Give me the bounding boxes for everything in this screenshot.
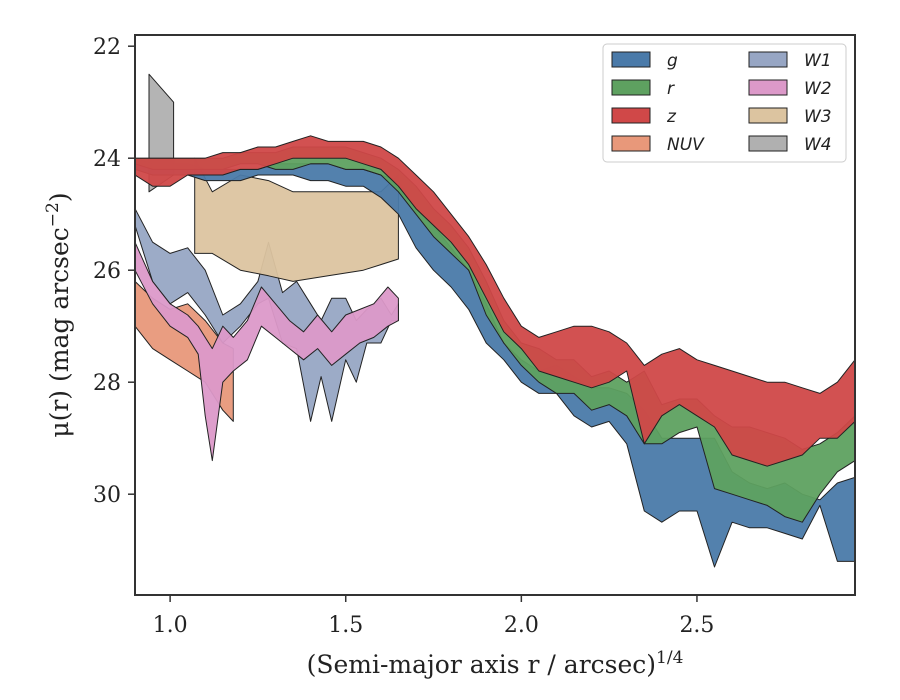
band-w2: [135, 241, 399, 462]
y-axis-label-exponent: −2: [43, 202, 63, 227]
legend-label-r: r: [667, 79, 675, 99]
x-axis-ticks: 1.0 1.5 2.0 2.5: [153, 595, 714, 638]
legend: grz NUV W1 W2 W3 W4: [602, 43, 847, 163]
y-axis-label-close: ): [45, 192, 74, 202]
x-axis-label-exponent: 1/4: [656, 648, 683, 668]
legend-label-w4: W4: [804, 135, 832, 155]
band-w3: [194, 157, 399, 282]
x-tick-label: 2.0: [504, 613, 539, 638]
legend-swatch-z: [611, 107, 651, 124]
x-tick-label: 2.5: [679, 613, 714, 638]
x-tick-label: 1.5: [328, 613, 363, 638]
legend-label-w2: W2: [804, 79, 832, 99]
legend-swatch-nuv: [611, 135, 651, 152]
x-tick-label: 1.0: [153, 613, 188, 638]
legend-swatch-w4: [748, 135, 788, 152]
x-axis-label: (Semi-major axis r / arcsec)1/4: [307, 648, 684, 679]
legend-label-z: z: [666, 107, 677, 127]
y-axis-label-main: μ(r) (mag arcsec: [45, 227, 74, 437]
plot-frame: [134, 34, 856, 596]
legend-label-w3: W3: [804, 107, 832, 127]
x-axis-label-main: (Semi-major axis r / arcsec): [307, 650, 656, 679]
y-axis-ticks: 22 24 26 28 30: [93, 35, 135, 508]
y-axis-label: μ(r) (mag arcsec−2): [43, 192, 74, 437]
legend-label-nuv: NUV: [667, 135, 705, 155]
band-z: [135, 135, 855, 467]
y-tick-label: 26: [93, 259, 121, 284]
y-tick-label: 30: [93, 483, 121, 508]
legend-swatch-g: [611, 51, 651, 68]
y-tick-label: 22: [93, 35, 121, 60]
legend-label-w1: W1: [804, 51, 832, 71]
legend-swatch-r: [611, 79, 651, 96]
legend-swatch-w3: [748, 107, 788, 124]
legend-swatch-w1: [748, 51, 788, 68]
legend-box: [602, 43, 847, 163]
profile-bands: [135, 73, 855, 568]
legend-label-g: g: [667, 51, 678, 71]
y-tick-label: 24: [93, 147, 121, 172]
legend-swatch-w2: [748, 79, 788, 96]
y-tick-label: 28: [93, 371, 121, 396]
